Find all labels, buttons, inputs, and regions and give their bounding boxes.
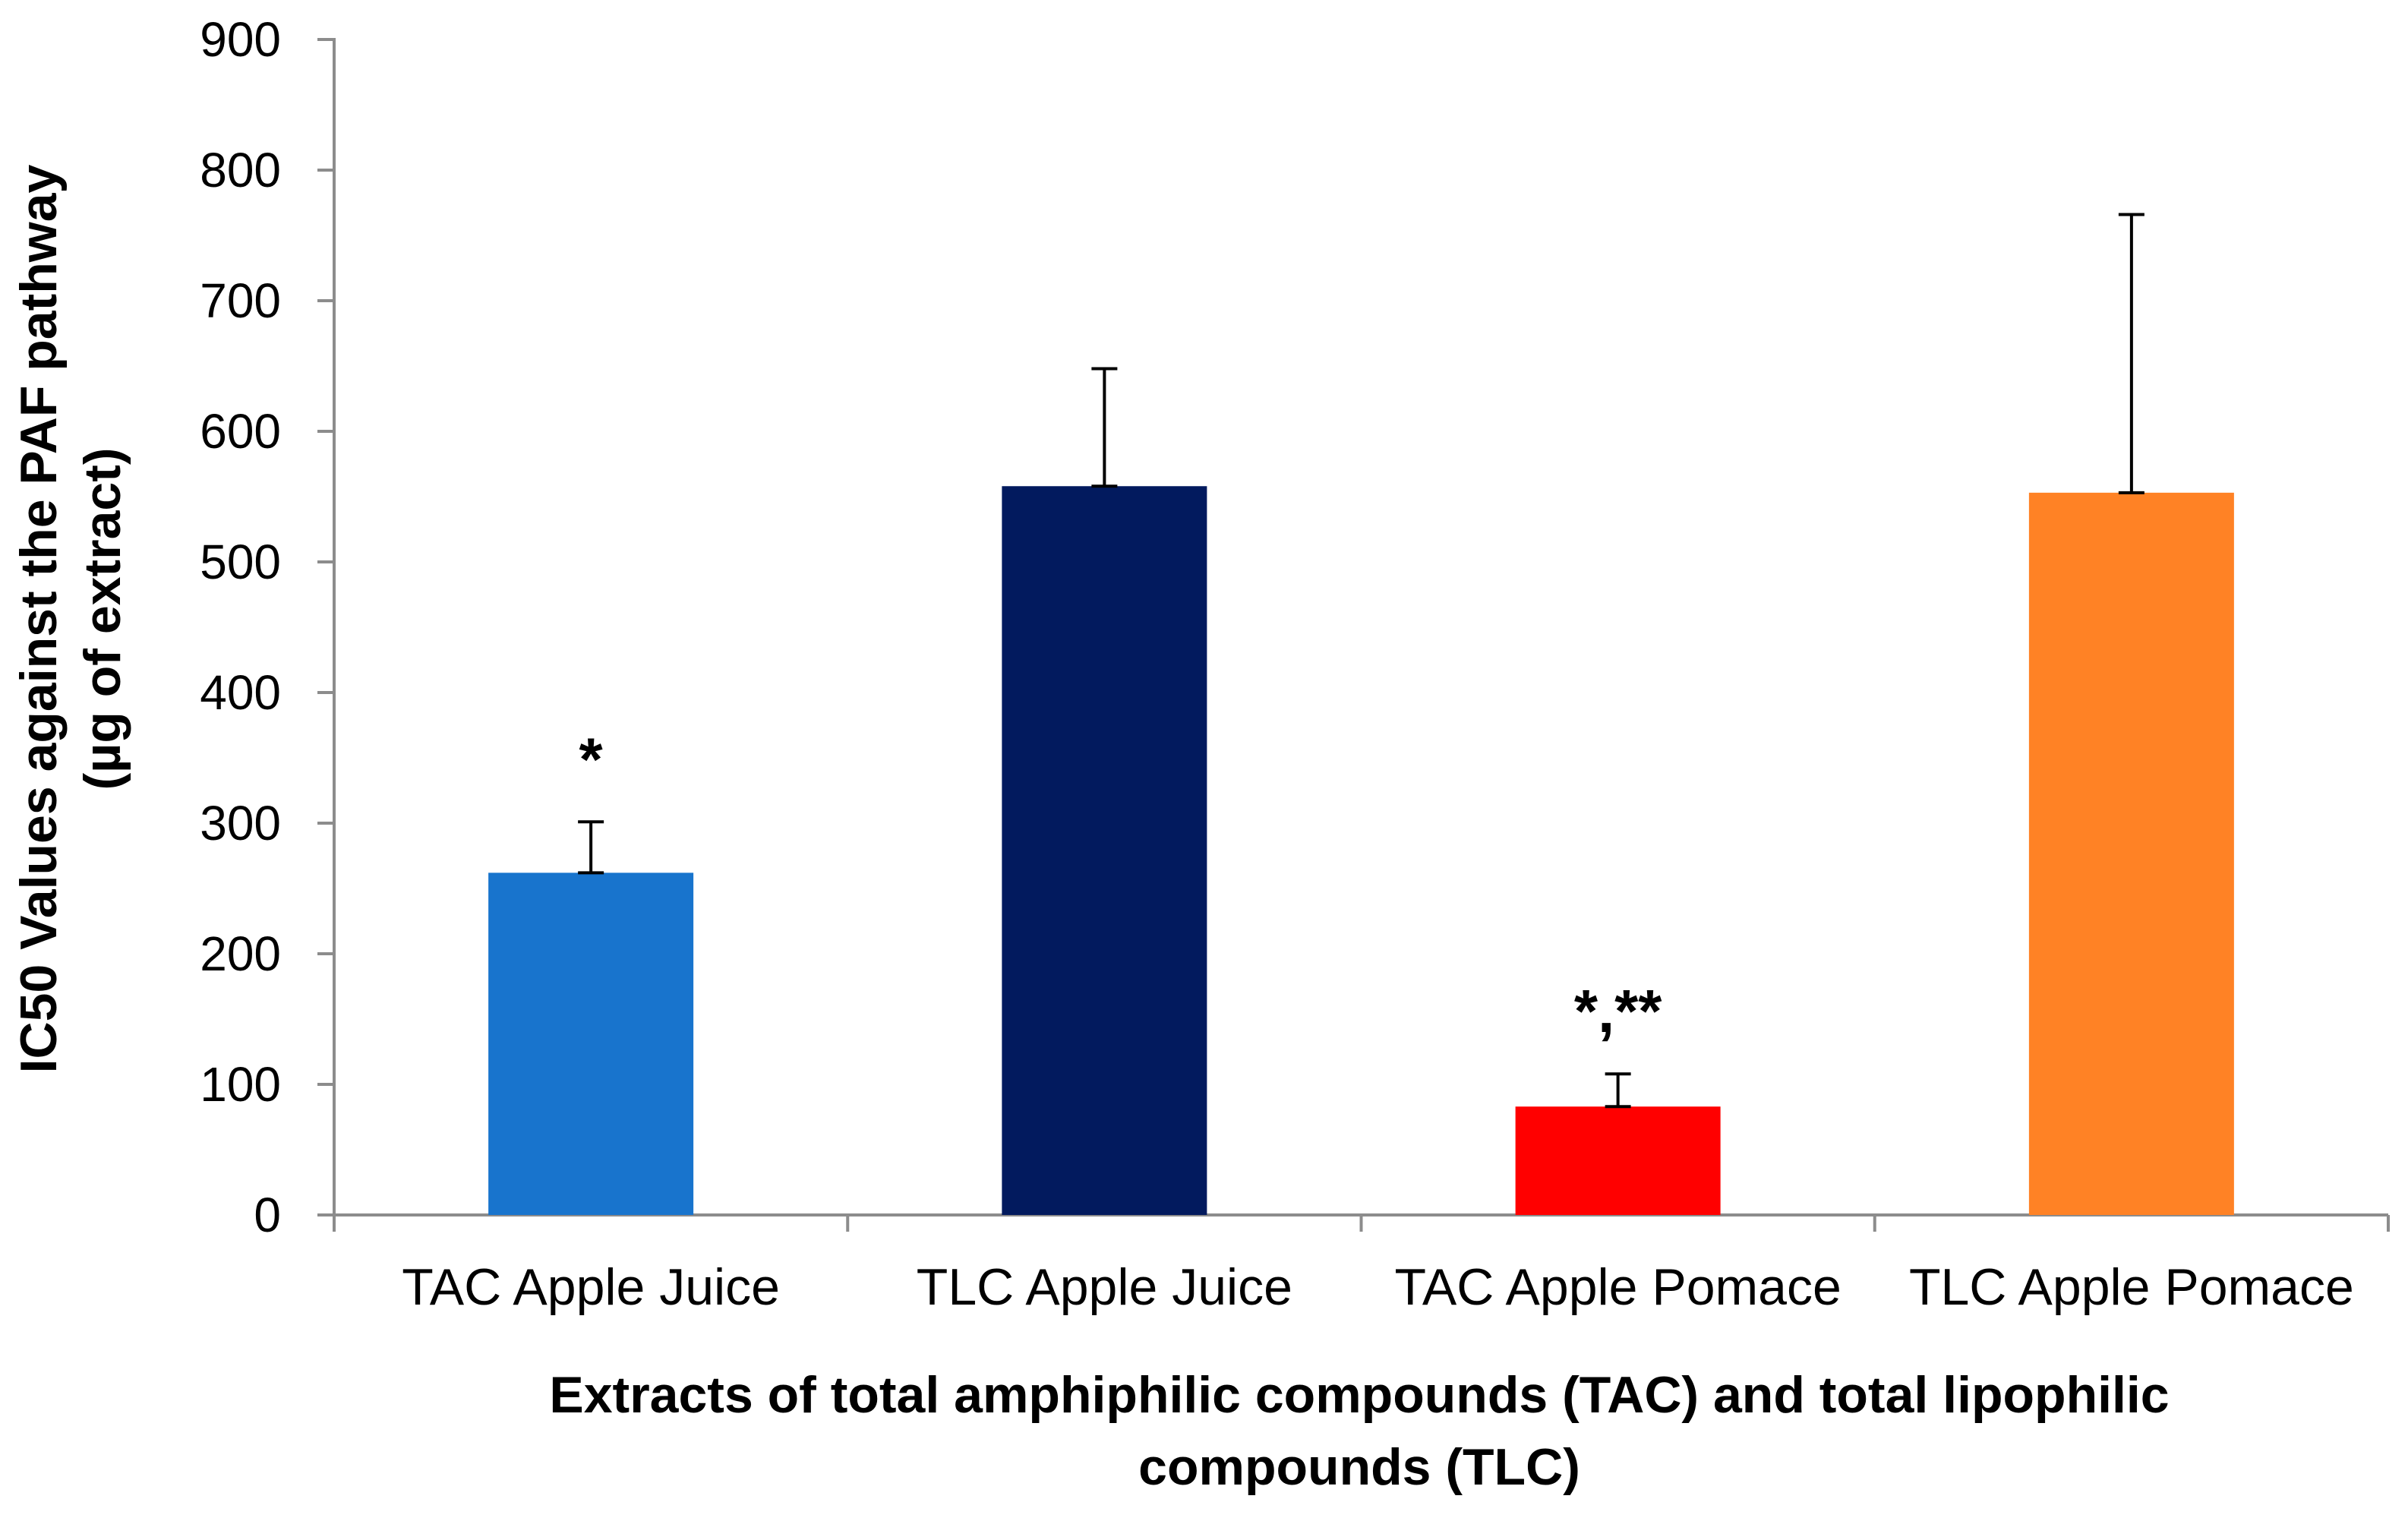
bar [488, 873, 694, 1215]
y-tick-label: 300 [200, 796, 281, 850]
y-tick-label: 900 [200, 12, 281, 67]
y-tick-label: 500 [200, 535, 281, 589]
x-category-label: TAC Apple Pomace [1394, 1258, 1841, 1316]
x-axis-title-line-2: compounds (TLC) [1138, 1438, 1580, 1496]
y-axis-title-line-2: (µg of extract) [74, 448, 131, 790]
y-tick-label: 0 [254, 1188, 281, 1242]
y-tick-label: 100 [200, 1057, 281, 1112]
category-labels: TAC Apple Juice TLC Apple Juice TAC Apple … [402, 1258, 2354, 1316]
error-bars [578, 213, 2144, 1109]
bar [1515, 1106, 1721, 1215]
x-axis-title-line-1: Extracts of total amphiphilic compounds … [549, 1366, 2169, 1424]
bar [2028, 492, 2234, 1215]
y-tick-label: 200 [200, 926, 281, 981]
x-category-label: TAC Apple Juice [402, 1258, 780, 1316]
significance-label: * [579, 725, 604, 793]
bars [488, 486, 2234, 1215]
x-category-label: TLC Apple Pomace [1909, 1258, 2354, 1316]
y-axis-title-line-1: IC50 Values against the PAF pathway [10, 164, 68, 1073]
x-ticks [333, 1215, 2390, 1232]
y-tick-label: 600 [200, 404, 281, 459]
y-tick-label: 700 [200, 273, 281, 328]
significance-label: *,** [1574, 977, 1662, 1045]
bar [1002, 486, 1207, 1215]
x-category-label: TLC Apple Juice [917, 1258, 1292, 1316]
significance-labels: * *,** [579, 725, 1663, 1045]
y-tick-label: 800 [200, 143, 281, 197]
y-ticks: 0 100 200 300 400 500 600 700 800 900 [200, 12, 334, 1242]
y-tick-label: 400 [200, 665, 281, 720]
